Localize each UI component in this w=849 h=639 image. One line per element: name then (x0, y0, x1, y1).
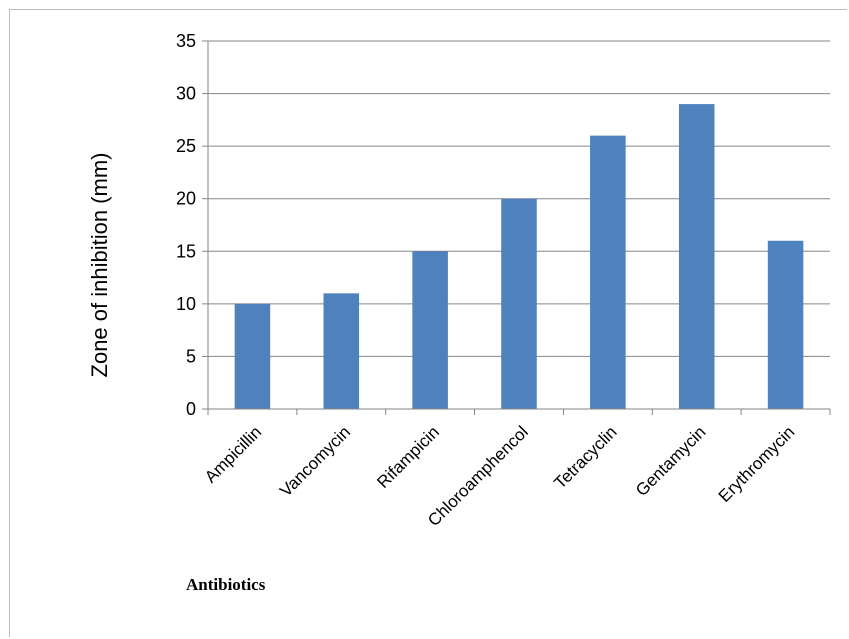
bar-chloroamphencol (501, 198, 537, 409)
x-tick-label: Vancomycin (276, 422, 354, 500)
y-tick-label: 5 (186, 346, 196, 366)
y-tick-label: 35 (176, 31, 196, 51)
bar-rifampicin (412, 251, 448, 409)
x-tick-label: Chloroamphencol (424, 422, 532, 530)
bar-erythromycin (767, 240, 804, 409)
x-tick-label: Ampicillin (201, 422, 265, 486)
bars (234, 104, 804, 409)
x-tick-label: Tetracyclin (550, 422, 620, 492)
x-axis-label: Antibiotics (186, 575, 266, 594)
bar-gentamycin (678, 104, 715, 409)
x-tick-label: Gentamycin (632, 422, 710, 500)
axes (202, 40, 831, 415)
bar-tetracyclin (590, 135, 626, 409)
y-tick-label: 0 (186, 399, 196, 419)
y-tick-label: 15 (176, 241, 196, 261)
bar-vancomycin (323, 293, 360, 409)
chart-frame (9, 9, 847, 637)
x-tick-label: Rifampicin (373, 422, 443, 492)
x-tick-label: Erythromycin (715, 422, 799, 506)
y-axis-label: Zone of inhibition (mm) (87, 153, 112, 378)
y-tick-label: 25 (176, 136, 196, 156)
y-tick-label: 30 (176, 84, 196, 104)
bar-ampicillin (234, 303, 271, 409)
y-tick-label: 20 (176, 189, 196, 209)
y-tick-label: 10 (176, 294, 196, 314)
